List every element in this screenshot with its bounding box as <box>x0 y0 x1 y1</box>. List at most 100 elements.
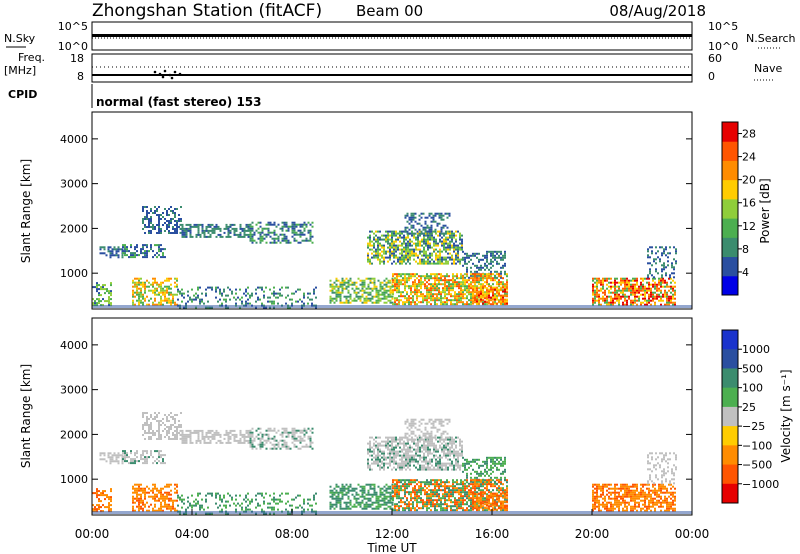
velocity-echo <box>170 497 172 500</box>
power-echo <box>674 293 676 296</box>
power-echo <box>158 206 160 208</box>
power-echo <box>183 229 186 232</box>
power-echo <box>144 252 146 255</box>
power-echo <box>369 258 371 261</box>
power-echo <box>389 289 392 292</box>
power-echo <box>146 252 148 255</box>
velocity-echo <box>459 452 461 455</box>
power-echo <box>375 240 377 243</box>
velocity-echo <box>181 433 184 436</box>
power-echo <box>229 298 231 301</box>
velocity-echo <box>419 446 421 449</box>
power-echo <box>626 301 628 304</box>
velocity-echo <box>148 495 150 498</box>
power-echo <box>420 283 422 286</box>
power-echo <box>502 283 504 286</box>
power-echo <box>395 234 397 237</box>
power-echo <box>102 284 104 287</box>
power-echo <box>608 291 610 294</box>
power-echo <box>168 226 170 228</box>
velocity-echo <box>92 492 94 495</box>
power-echo <box>235 302 237 305</box>
velocity-echo <box>440 418 443 421</box>
power-echo <box>430 273 432 276</box>
power-echo <box>624 289 626 292</box>
velocity-echo <box>404 420 407 423</box>
velocity-echo <box>179 433 182 436</box>
velocity-echo <box>102 494 104 497</box>
power-echo <box>309 229 312 232</box>
velocity-echo <box>136 483 138 486</box>
power-cbar-segment <box>722 237 738 258</box>
velocity-echo <box>385 462 387 465</box>
power-echo <box>488 277 490 280</box>
velocity-echo <box>405 444 407 447</box>
velocity-echo <box>373 456 375 459</box>
power-echo <box>422 297 424 300</box>
power-echo <box>402 273 404 276</box>
velocity-echo <box>429 458 431 461</box>
power-echo <box>102 288 104 291</box>
power-echo <box>96 282 98 285</box>
power-echo <box>162 256 164 259</box>
velocity-echo <box>106 494 108 497</box>
power-echo <box>418 285 420 288</box>
power-echo <box>160 250 162 253</box>
velocity-echo <box>251 443 254 446</box>
power-echo <box>407 242 409 245</box>
velocity-echo <box>261 435 264 438</box>
power-echo <box>158 232 160 234</box>
power-echo <box>408 287 410 290</box>
velocity-echo <box>373 448 375 451</box>
velocity-echo <box>412 432 415 435</box>
velocity-echo <box>126 452 128 455</box>
power-echo <box>389 244 391 247</box>
velocity-echo <box>269 441 272 444</box>
velocity-echo <box>457 454 459 457</box>
power-echo <box>610 295 612 298</box>
power-echo <box>383 234 385 237</box>
power-echo <box>424 285 426 288</box>
power-echo <box>434 228 437 231</box>
power-echo <box>307 292 309 295</box>
power-echo <box>417 256 419 259</box>
power-echo <box>455 240 457 243</box>
power-echo <box>201 300 203 303</box>
velocity-echo <box>412 418 415 421</box>
power-echo <box>652 285 654 288</box>
power-echo <box>412 273 414 276</box>
power-echo <box>239 223 242 226</box>
velocity-echo <box>245 506 247 509</box>
power-echo <box>311 241 314 244</box>
velocity-echo <box>150 424 152 426</box>
power-echo <box>134 295 136 298</box>
velocity-echo <box>428 432 431 435</box>
power-echo <box>648 287 650 290</box>
velocity-echo <box>435 454 437 457</box>
power-echo <box>600 289 602 292</box>
power-echo <box>217 286 219 289</box>
power-echo <box>453 234 455 237</box>
power-echo <box>647 254 649 257</box>
velocity-echo <box>179 498 181 501</box>
velocity-echo <box>404 432 407 435</box>
velocity-echo <box>162 497 164 500</box>
power-echo <box>425 238 427 241</box>
power-echo <box>622 295 624 298</box>
power-echo <box>166 289 168 292</box>
power-echo <box>409 252 411 255</box>
velocity-echo <box>235 498 237 501</box>
power-echo <box>245 300 247 303</box>
velocity-echo <box>219 441 222 444</box>
power-echo <box>436 279 438 282</box>
velocity-echo <box>249 431 252 434</box>
velocity-echo <box>430 432 433 435</box>
power-echo <box>398 295 400 298</box>
power-echo <box>620 283 622 286</box>
velocity-echo <box>158 426 160 428</box>
power-echo <box>287 294 289 297</box>
power-echo <box>142 297 144 300</box>
velocity-echo <box>426 422 429 425</box>
velocity-echo <box>146 420 148 422</box>
power-echo <box>478 277 480 280</box>
